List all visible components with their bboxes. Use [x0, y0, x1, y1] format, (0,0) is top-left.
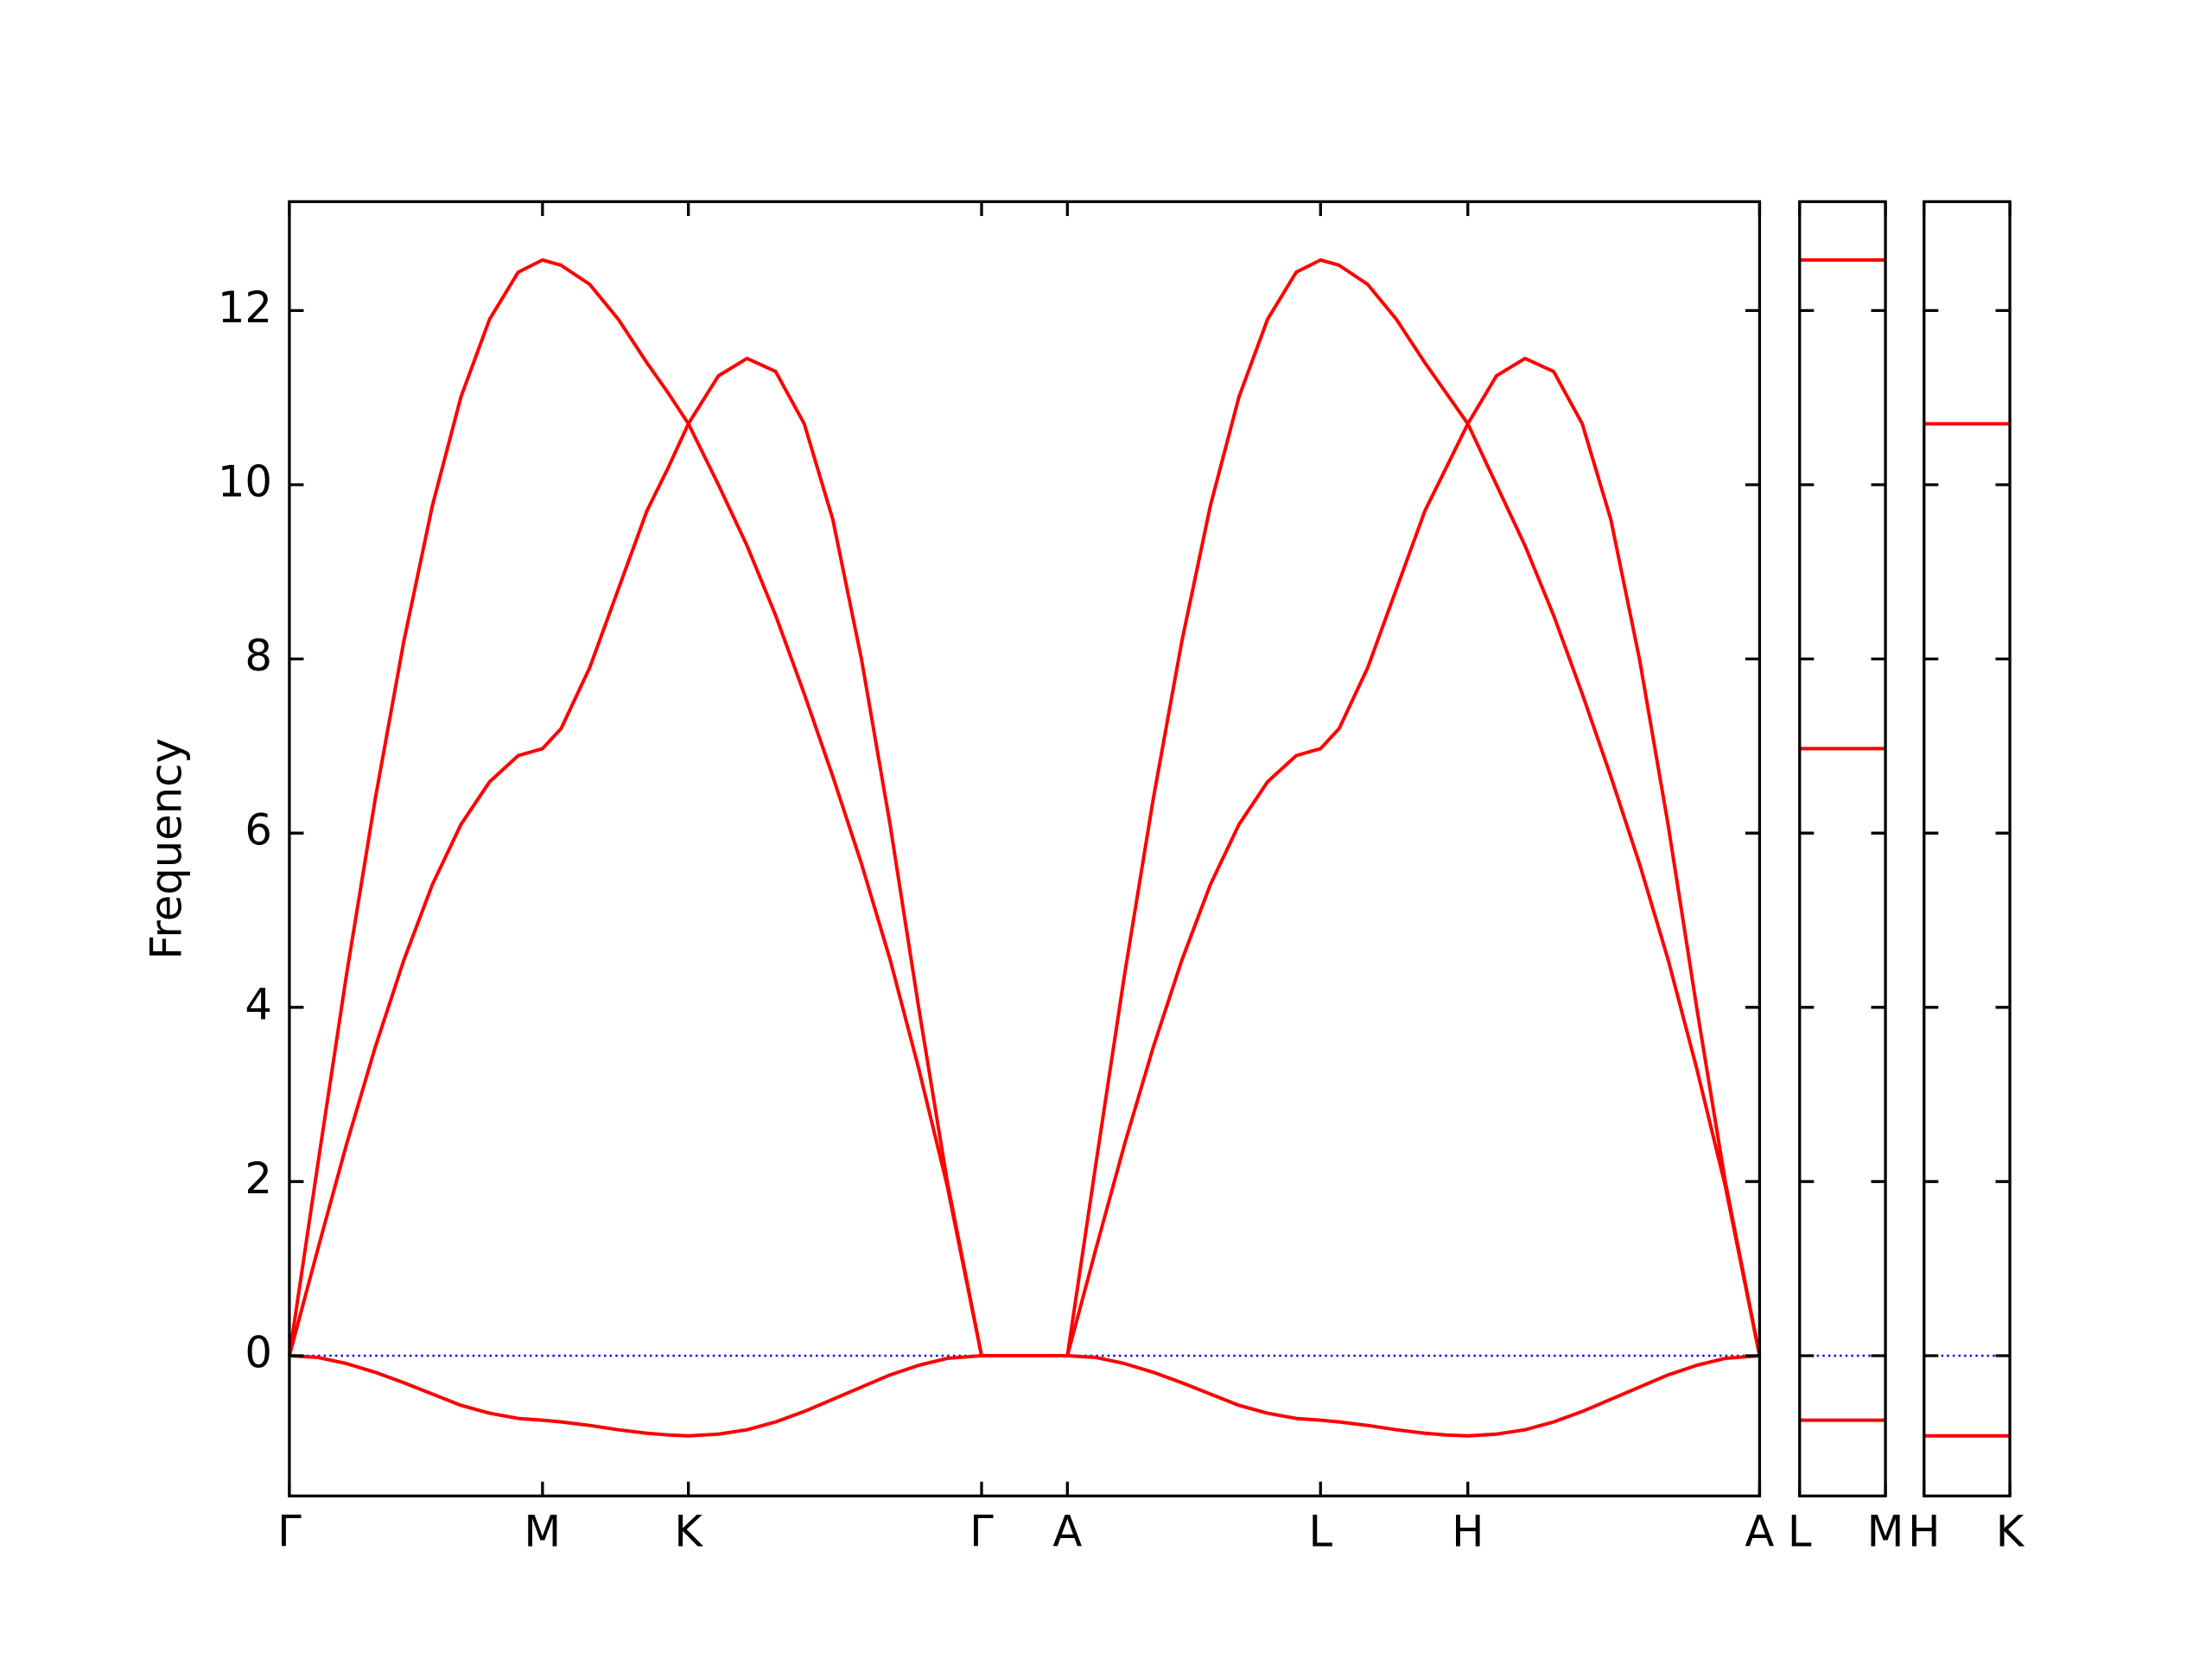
x-tick-label: K [1996, 1506, 2025, 1556]
band-line [287, 356, 1762, 1358]
y-tick-label: 4 [245, 979, 272, 1029]
y-tick-label: 0 [245, 1328, 272, 1378]
x-tick-label: Γ [277, 1506, 302, 1556]
y-tick-label: 6 [245, 805, 272, 855]
x-tick-label: L [1308, 1506, 1332, 1556]
y-tick-label: 8 [245, 631, 272, 681]
x-tick-label: M [1867, 1506, 1904, 1556]
band-line [287, 257, 1762, 1358]
plot-frame [1923, 200, 2012, 1497]
x-tick-label: H [1908, 1506, 1940, 1556]
y-tick-label: 2 [245, 1154, 272, 1204]
x-tick-label: H [1452, 1506, 1484, 1556]
band-line [289, 1354, 1760, 1438]
y-axis-label: Frequency [141, 738, 191, 959]
x-tick-label: K [674, 1506, 703, 1556]
y-tick-label: 10 [218, 456, 272, 506]
x-tick-label: Γ [969, 1506, 994, 1556]
y-tick-label: 12 [218, 283, 272, 333]
x-tick-label: A [1745, 1506, 1774, 1556]
x-tick-label: L [1788, 1506, 1812, 1556]
plot-frame [1798, 200, 1887, 1497]
plot-frame [288, 200, 1762, 1497]
x-tick-label: A [1052, 1506, 1082, 1556]
x-tick-label: M [524, 1506, 561, 1556]
